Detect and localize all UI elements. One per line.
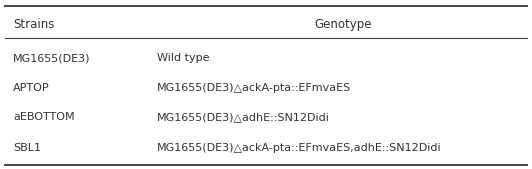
Text: MG1655(DE3)△ackA-pta::EFmvaES,adhE::SN12Didi: MG1655(DE3)△ackA-pta::EFmvaES,adhE::SN12… (157, 143, 442, 153)
Text: Genotype: Genotype (314, 18, 372, 31)
Text: MG1655(DE3)△adhE::SN12Didi: MG1655(DE3)△adhE::SN12Didi (157, 112, 330, 123)
Text: SBL1: SBL1 (13, 143, 41, 153)
Text: Strains: Strains (13, 18, 55, 31)
Text: APTOP: APTOP (13, 83, 50, 93)
Text: MG1655(DE3)△ackA-pta::EFmvaES: MG1655(DE3)△ackA-pta::EFmvaES (157, 83, 351, 93)
Text: aEBOTTOM: aEBOTTOM (13, 112, 75, 123)
Text: Wild type: Wild type (157, 53, 210, 63)
Text: MG1655(DE3): MG1655(DE3) (13, 53, 91, 63)
